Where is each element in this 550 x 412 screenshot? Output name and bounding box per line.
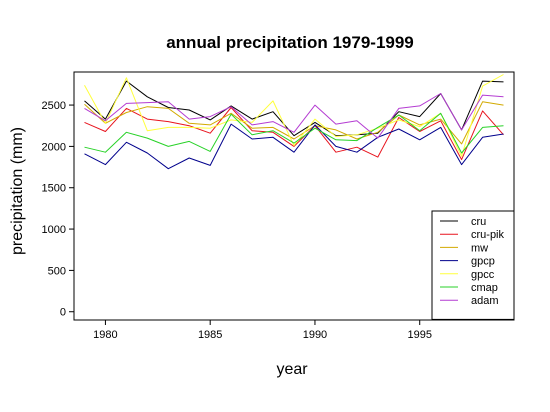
series-line-cru	[84, 80, 504, 137]
legend-label-cru: cru	[471, 216, 486, 228]
y-tick-label: 500	[48, 265, 66, 277]
y-tick-label: 2500	[42, 100, 66, 112]
x-tick-label: 1980	[93, 329, 117, 341]
series-line-cru-pik	[84, 107, 504, 161]
y-tick-label: 1500	[42, 183, 66, 195]
series-lines	[84, 74, 504, 170]
series-line-mw	[84, 101, 504, 145]
plot-frame	[73, 71, 515, 321]
legend-box	[431, 210, 515, 320]
legend-label-gpcp: gpcp	[471, 256, 495, 268]
x-tick-label: 1985	[198, 329, 222, 341]
series-line-gpcp	[84, 123, 504, 170]
x-axis-title: year	[276, 361, 308, 378]
axes: 1980 1985 1990 1995 0 500 1000 1500 2000 2500	[42, 100, 432, 341]
y-tick-label: 1000	[42, 224, 66, 236]
legend-label-mw: mw	[471, 242, 488, 254]
legend-label-adam: adam	[471, 295, 499, 307]
y-tick-label: 0	[60, 307, 66, 319]
chart-title: annual precipitation 1979-1999	[166, 33, 414, 52]
x-tick-label: 1995	[407, 329, 431, 341]
series-line-cmap	[84, 112, 504, 154]
legend-label-cru-pik: cru-pik	[471, 229, 505, 241]
x-tick-label: 1990	[303, 329, 327, 341]
series-line-adam	[84, 93, 504, 139]
y-tick-label: 2000	[42, 141, 66, 153]
legend-label-gpcc: gpcc	[471, 269, 495, 281]
legend-label-cmap: cmap	[471, 282, 498, 294]
y-axis-title: precipitation (mm)	[9, 127, 26, 255]
series-line-gpcc	[84, 74, 504, 157]
